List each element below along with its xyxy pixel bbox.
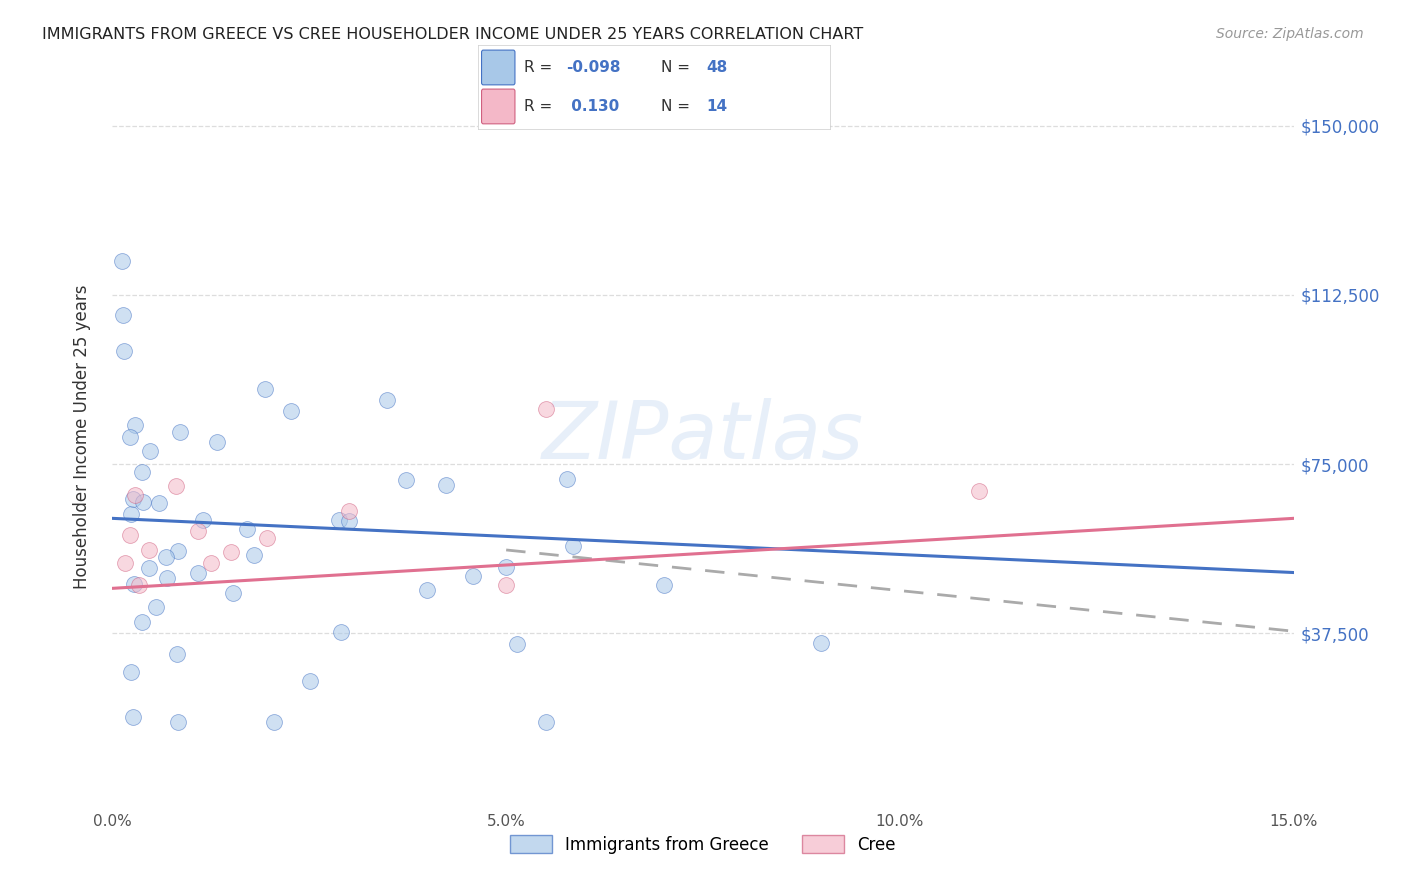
Point <box>120 665 142 679</box>
Text: N =: N = <box>661 99 690 114</box>
Point <box>222 586 245 600</box>
Point <box>555 472 578 486</box>
Point <box>145 600 167 615</box>
Point <box>155 550 177 565</box>
Point <box>254 382 277 396</box>
Point <box>328 513 350 527</box>
Point <box>169 425 191 440</box>
Point <box>810 635 832 649</box>
Text: R =: R = <box>524 60 553 75</box>
Point <box>165 479 187 493</box>
FancyBboxPatch shape <box>481 50 515 85</box>
Point <box>166 647 188 661</box>
Text: -0.098: -0.098 <box>567 60 620 75</box>
Point <box>280 404 302 418</box>
Point <box>156 571 179 585</box>
Point <box>298 673 321 688</box>
Point <box>534 714 557 729</box>
Point <box>416 583 439 598</box>
Point <box>561 539 583 553</box>
Point <box>148 496 170 510</box>
Text: 14: 14 <box>707 99 728 114</box>
Point <box>131 615 153 630</box>
Point <box>138 543 160 558</box>
Point <box>187 524 209 538</box>
Point <box>131 465 153 479</box>
Text: IMMIGRANTS FROM GREECE VS CREE HOUSEHOLDER INCOME UNDER 25 YEARS CORRELATION CHA: IMMIGRANTS FROM GREECE VS CREE HOUSEHOLD… <box>42 27 863 42</box>
Point <box>111 254 134 268</box>
Point <box>967 484 990 499</box>
Point <box>652 578 675 592</box>
Point <box>534 402 557 417</box>
Point <box>236 522 259 536</box>
Point <box>122 491 145 506</box>
Point <box>495 559 517 574</box>
Point <box>138 561 160 575</box>
Point <box>139 443 162 458</box>
Point <box>118 430 141 444</box>
FancyBboxPatch shape <box>481 89 515 124</box>
Point <box>375 393 398 408</box>
Text: Source: ZipAtlas.com: Source: ZipAtlas.com <box>1216 27 1364 41</box>
Point <box>242 548 264 562</box>
Point <box>120 507 142 521</box>
Point <box>337 514 360 528</box>
Point <box>112 344 135 359</box>
Point <box>124 417 146 432</box>
Point <box>128 577 150 591</box>
Point <box>506 637 529 651</box>
Point <box>122 710 145 724</box>
Legend: Immigrants from Greece, Cree: Immigrants from Greece, Cree <box>503 829 903 860</box>
Point <box>219 545 242 559</box>
Text: 48: 48 <box>707 60 728 75</box>
Point <box>495 578 517 592</box>
Point <box>434 478 457 492</box>
Point <box>193 513 215 527</box>
Text: N =: N = <box>661 60 690 75</box>
Point <box>461 569 484 583</box>
Point <box>187 566 209 580</box>
Point <box>256 531 278 545</box>
Text: 0.130: 0.130 <box>567 99 619 114</box>
Point <box>112 308 135 322</box>
Point <box>124 488 146 502</box>
Point <box>337 504 360 518</box>
Y-axis label: Householder Income Under 25 years: Householder Income Under 25 years <box>73 285 91 590</box>
Point <box>132 494 155 508</box>
Point <box>167 544 190 558</box>
Point <box>200 556 222 570</box>
Point <box>330 625 353 640</box>
Point <box>395 473 418 487</box>
Text: R =: R = <box>524 99 553 114</box>
Point <box>205 435 228 450</box>
Point <box>118 527 141 541</box>
Point <box>124 577 146 591</box>
Point <box>166 714 188 729</box>
Point <box>114 557 136 571</box>
Point <box>263 714 285 729</box>
Text: ZIPatlas: ZIPatlas <box>541 398 865 476</box>
